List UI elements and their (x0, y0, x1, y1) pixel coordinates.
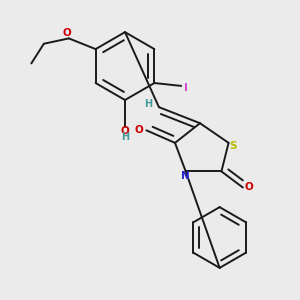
Text: H: H (144, 99, 152, 109)
Text: O: O (121, 126, 129, 136)
Text: O: O (135, 124, 144, 135)
Text: H: H (121, 133, 129, 142)
Text: S: S (230, 141, 237, 152)
Text: N: N (181, 171, 190, 181)
Text: O: O (63, 28, 71, 38)
Text: O: O (245, 182, 254, 192)
Text: I: I (184, 83, 188, 93)
